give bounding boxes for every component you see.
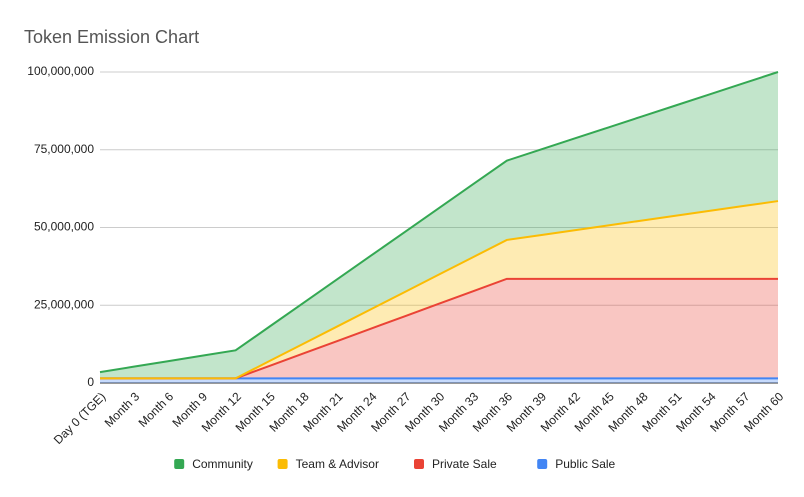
area-line: [99, 71, 779, 374]
y-tick-label: 100,000,000: [27, 64, 94, 78]
y-tick-label: 0: [87, 375, 94, 389]
area-fill: [100, 72, 778, 379]
legend-label: Community: [192, 457, 253, 471]
area-line: [100, 200, 779, 380]
area-fill: [100, 278, 778, 379]
legend-label: Team & Advisor: [296, 457, 379, 471]
area-fill: [100, 201, 778, 379]
y-tick-label: 25,000,000: [34, 297, 94, 311]
legend-swatch: [414, 459, 424, 469]
legend-label: Private Sale: [432, 457, 497, 471]
legend-swatch: [174, 459, 185, 469]
y-tick-label: 50,000,000: [34, 220, 94, 234]
legend-label: Public Sale: [555, 457, 615, 471]
legend-swatch: [537, 459, 548, 469]
chart-title: Token Emission Chart: [24, 27, 199, 47]
legend-swatch: [277, 459, 288, 469]
legend: Community Team & Advisor Private Sale Publi…: [174, 457, 616, 471]
area-fill: [100, 378, 778, 383]
y-tick-label: 75,000,000: [34, 142, 94, 156]
